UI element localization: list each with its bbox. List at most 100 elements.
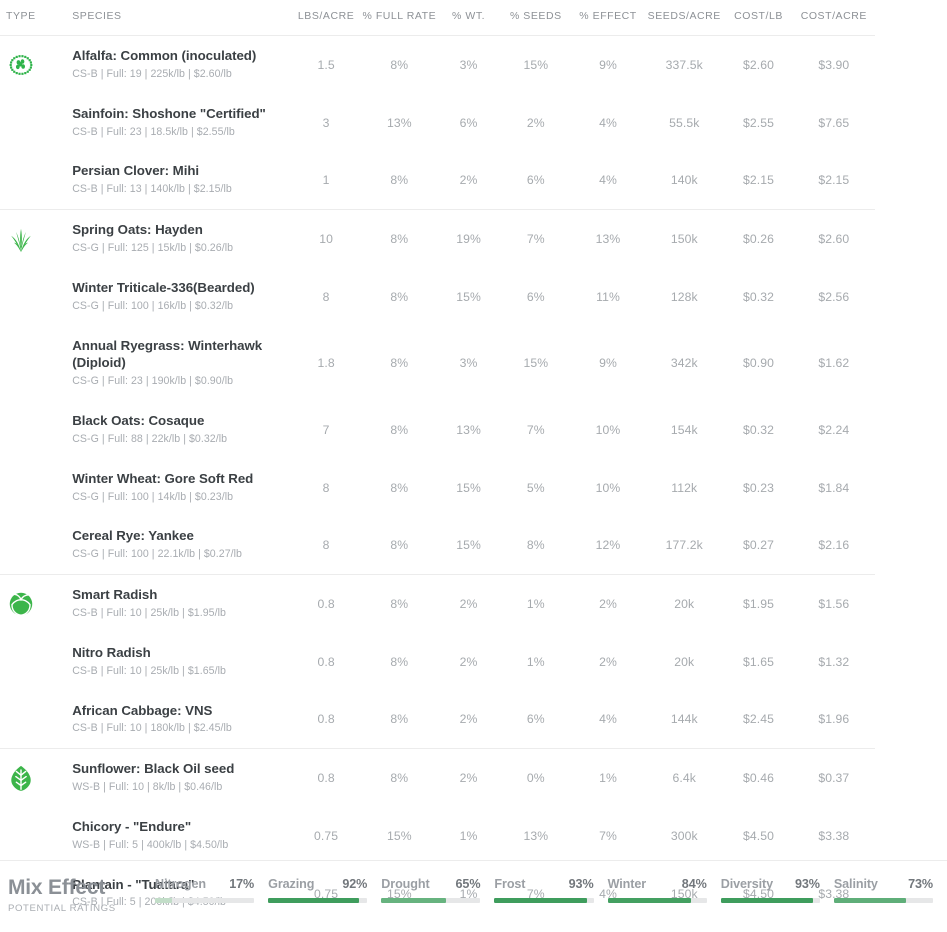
species-type-cell xyxy=(0,807,72,865)
species-meta: CS-B | Full: 23 | 18.5k/lb | $2.55/lb xyxy=(72,125,235,138)
cell-seeds-acre: 154k xyxy=(670,422,698,437)
column-header-wt[interactable]: % WT. xyxy=(437,0,500,36)
table-row[interactable]: Sainfoin: Shoshone "Certified" CS-B | Ful… xyxy=(0,94,875,152)
cell-lbs-acre[interactable]: 1.5 xyxy=(290,34,362,94)
table-row[interactable]: Black Oats: Cosaque CS-G | Full: 88 | 22k… xyxy=(0,401,875,459)
cell-cost-lb: $1.95 xyxy=(724,574,793,633)
cell-lbs-acre[interactable]: 0.8 xyxy=(317,654,335,669)
species-type-cell xyxy=(0,748,73,807)
rating-frost: Frost 93% xyxy=(494,877,607,903)
table-row[interactable]: Persian Clover: Mihi CS-B | Full: 13 | 14… xyxy=(0,151,875,209)
cell-lbs-acre[interactable]: 0.8 xyxy=(290,574,362,633)
cell-effect: 12% xyxy=(595,538,621,553)
cell-lbs-acre[interactable]: 1.8 xyxy=(317,356,335,371)
cell-seeds: 6% xyxy=(526,173,545,188)
species-cell[interactable]: Winter Triticale-336(Bearded) CS-G | Full… xyxy=(72,268,291,326)
cell-cost-lb: $0.46 xyxy=(724,748,793,807)
species-cell[interactable]: Sainfoin: Shoshone "Certified" CS-B | Ful… xyxy=(72,94,291,152)
mix-effect-subtitle: POTENTIAL RATINGS xyxy=(8,903,116,914)
table-row[interactable]: Sunflower: Black Oil seed WS-B | Full: 10… xyxy=(0,748,875,807)
cell-wt: 15% xyxy=(456,480,481,495)
cell-seeds-acre: 337.5k xyxy=(644,34,725,94)
mix-effect-ratings: Nitrogen 17% Grazing 92% Drought 65% Frost 93% W… xyxy=(155,877,947,903)
column-header-seeds[interactable]: % SEEDS xyxy=(499,0,572,36)
cell-seeds: 5% xyxy=(526,480,545,495)
cell-full-rate: 8% xyxy=(361,748,438,807)
species-cell[interactable]: Cereal Rye: Yankee CS-G | Full: 100 | 22.… xyxy=(72,516,291,574)
cell-lbs-acre[interactable]: 10 xyxy=(290,209,362,268)
species-cell[interactable]: Smart Radish CS-B | Full: 10 | 25k/lb | $… xyxy=(72,574,291,633)
cell-full-rate: 13% xyxy=(386,115,412,130)
table-row[interactable]: Spring Oats: Hayden CS-G | Full: 125 | 15… xyxy=(0,209,875,268)
column-header-effect[interactable]: % EFFECT xyxy=(571,0,645,36)
broadleaf-forb-icon xyxy=(6,763,72,793)
table-row[interactable]: Chicory - "Endure" WS-B | Full: 5 | 400k/… xyxy=(0,807,875,865)
species-name: Winter Wheat: Gore Soft Red xyxy=(72,470,254,486)
table-row[interactable]: Winter Wheat: Gore Soft Red CS-G | Full: … xyxy=(0,459,875,517)
cell-seeds-acre: 150k xyxy=(644,209,725,268)
species-cell[interactable]: Spring Oats: Hayden CS-G | Full: 125 | 15… xyxy=(72,209,291,268)
species-cell[interactable]: Persian Clover: Mihi CS-B | Full: 13 | 14… xyxy=(72,151,291,209)
species-name: Black Oats: Cosaque xyxy=(72,413,205,429)
table-row[interactable]: Winter Triticale-336(Bearded) CS-G | Full… xyxy=(0,268,875,326)
species-cell[interactable]: African Cabbage: VNS CS-B | Full: 10 | 18… xyxy=(72,691,291,749)
species-name: Persian Clover: Mihi xyxy=(72,163,200,179)
cell-seeds: 7% xyxy=(526,422,545,437)
cell-lbs-acre[interactable]: 8 xyxy=(322,289,330,304)
species-name: Sainfoin: Shoshone "Certified" xyxy=(72,105,266,121)
brassica-cabbage-icon xyxy=(6,589,72,619)
cell-seeds-acre: 150k xyxy=(670,886,698,901)
column-header-full-rate[interactable]: % FULL RATE xyxy=(361,0,438,36)
species-cell[interactable]: Annual Ryegrass: Winterhawk (Diploid) CS-… xyxy=(72,326,291,402)
cell-cost-lb: $0.90 xyxy=(743,356,775,371)
species-cell[interactable]: Alfalfa: Common (inoculated) CS-B | Full:… xyxy=(72,34,291,94)
table-row[interactable]: Annual Ryegrass: Winterhawk (Diploid) CS-… xyxy=(0,326,875,402)
table-row[interactable]: Cereal Rye: Yankee CS-G | Full: 100 | 22.… xyxy=(0,516,875,574)
column-header-type[interactable]: TYPE xyxy=(0,0,73,36)
species-cell[interactable]: Black Oats: Cosaque CS-G | Full: 88 | 22k… xyxy=(72,401,291,459)
cell-effect: 11% xyxy=(596,289,620,304)
species-name: Smart Radish xyxy=(72,587,158,603)
cell-effect: 4% xyxy=(599,115,617,130)
cell-cost-acre: $0.37 xyxy=(792,748,875,807)
rating-track xyxy=(607,898,707,903)
column-header-species[interactable]: SPECIES xyxy=(72,0,291,36)
table-row[interactable]: Nitro Radish CS-B | Full: 10 | 25k/lb | $… xyxy=(0,633,875,691)
cell-cost-lb: $0.26 xyxy=(724,209,793,268)
grass-blades-icon xyxy=(6,224,72,254)
cell-cost-lb: $2.45 xyxy=(743,712,775,727)
cell-cost-lb: $2.15 xyxy=(743,173,775,188)
column-header-seeds-acre[interactable]: SEEDS/ACRE xyxy=(644,0,725,36)
table-row[interactable]: Alfalfa: Common (inoculated) CS-B | Full:… xyxy=(0,34,875,94)
table-row[interactable]: Smart Radish CS-B | Full: 10 | 25k/lb | $… xyxy=(0,574,875,633)
cell-seeds: 1% xyxy=(499,574,572,633)
species-meta: CS-G | Full: 100 | 14k/lb | $0.23/lb xyxy=(72,490,234,503)
cell-full-rate: 8% xyxy=(390,712,409,727)
species-cell[interactable]: Chicory - "Endure" WS-B | Full: 5 | 400k/… xyxy=(72,807,291,865)
rating-fill xyxy=(268,898,360,903)
rating-track xyxy=(494,898,594,903)
table-row[interactable]: African Cabbage: VNS CS-B | Full: 10 | 18… xyxy=(0,691,875,749)
cell-lbs-acre[interactable]: 0.75 xyxy=(314,886,339,901)
cell-cost-lb: $0.32 xyxy=(743,289,775,304)
species-type-cell xyxy=(0,209,73,268)
cell-lbs-acre[interactable]: 0.75 xyxy=(314,828,339,843)
cell-lbs-acre[interactable]: 1 xyxy=(322,173,330,188)
cell-cost-lb: $1.65 xyxy=(743,654,775,669)
cell-lbs-acre[interactable]: 3 xyxy=(322,115,330,130)
rating-fill xyxy=(607,898,691,903)
cell-lbs-acre[interactable]: 8 xyxy=(322,480,330,495)
species-cell[interactable]: Sunflower: Black Oil seed WS-B | Full: 10… xyxy=(72,748,291,807)
cell-lbs-acre[interactable]: 7 xyxy=(322,422,330,437)
column-header-lbs-acre[interactable]: LBS/ACRE xyxy=(290,0,362,36)
cell-lbs-acre[interactable]: 0.8 xyxy=(317,712,335,727)
species-cell[interactable]: Nitro Radish CS-B | Full: 10 | 25k/lb | $… xyxy=(72,633,291,691)
cell-seeds-acre: 342k xyxy=(670,356,698,371)
column-header-cost-lb[interactable]: COST/LB xyxy=(724,0,793,36)
cell-seeds: 8% xyxy=(526,538,545,553)
table-row[interactable]: Plantain - "Tuatara" CS-B | Full: 5 | 200… xyxy=(0,865,875,923)
cell-lbs-acre[interactable]: 0.8 xyxy=(290,748,362,807)
cell-lbs-acre[interactable]: 8 xyxy=(322,538,330,553)
species-cell[interactable]: Winter Wheat: Gore Soft Red CS-G | Full: … xyxy=(72,459,291,517)
column-header-cost-acre[interactable]: COST/ACRE xyxy=(792,0,875,36)
